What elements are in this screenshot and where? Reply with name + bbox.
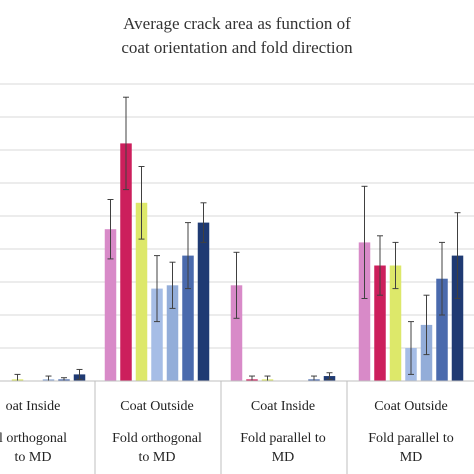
bar bbox=[151, 288, 163, 381]
bar bbox=[389, 265, 402, 381]
category-label-fold: Fold orthogonal bbox=[112, 431, 202, 446]
bar bbox=[197, 222, 210, 381]
category-label-fold: Fold parallel to bbox=[240, 431, 326, 446]
category-label-coat: oat Inside bbox=[6, 399, 61, 414]
category-label-coat: Coat Outside bbox=[120, 399, 194, 414]
bar bbox=[166, 285, 179, 381]
category-label-fold: l orthogonal bbox=[0, 431, 67, 446]
bar bbox=[230, 285, 243, 381]
chart-title-line: coat orientation and fold direction bbox=[121, 38, 353, 57]
category-label-coat: Coat Outside bbox=[374, 399, 448, 414]
category-label-coat: Coat Inside bbox=[251, 399, 315, 414]
category-label-fold: Fold parallel to bbox=[368, 431, 454, 446]
bar bbox=[182, 255, 194, 381]
chart-title-line: Average crack area as function of bbox=[123, 14, 351, 33]
category-label-fold: MD bbox=[272, 450, 295, 465]
bar bbox=[358, 242, 371, 381]
bar bbox=[120, 143, 132, 381]
bar bbox=[104, 229, 117, 381]
bar bbox=[436, 278, 448, 381]
bar bbox=[451, 255, 464, 381]
bar bbox=[374, 265, 386, 381]
category-label-fold: to MD bbox=[139, 450, 176, 465]
category-label-fold: to MD bbox=[15, 450, 52, 465]
bar bbox=[135, 202, 148, 381]
category-label-fold: MD bbox=[400, 450, 423, 465]
